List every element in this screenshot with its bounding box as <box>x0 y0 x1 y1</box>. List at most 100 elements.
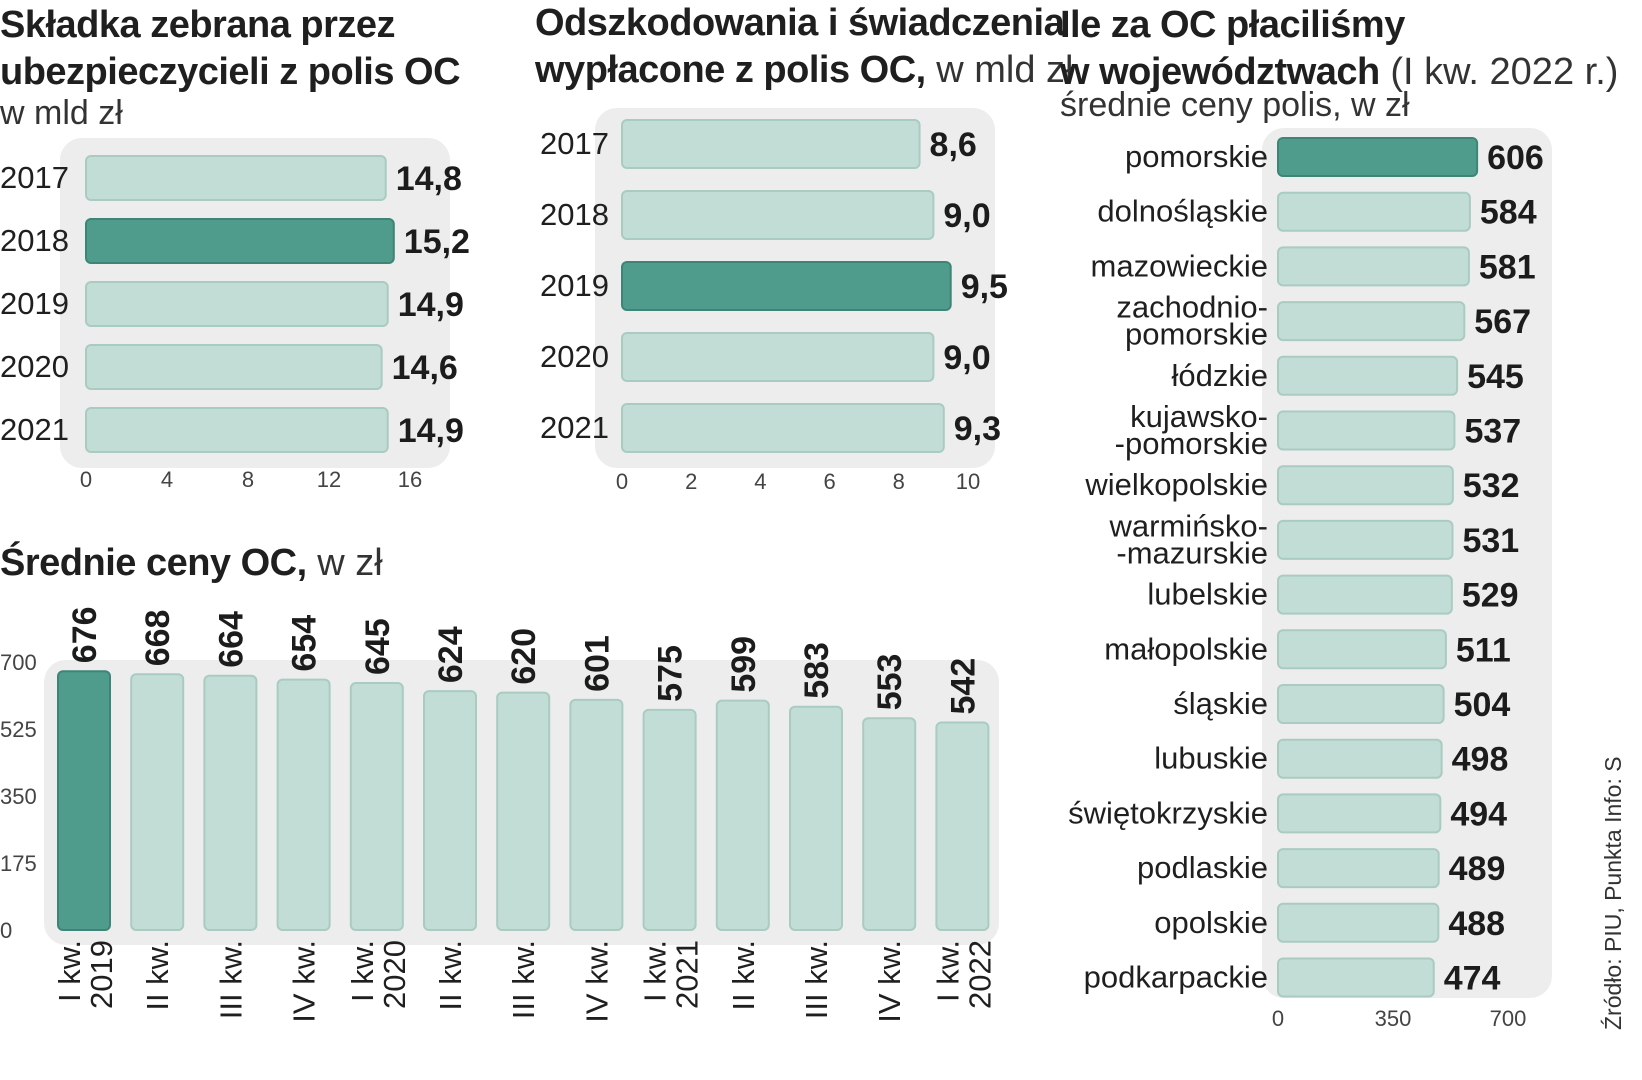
regions-value-label: 529 <box>1462 577 1519 615</box>
claims-tick-label: 0 <box>616 469 628 494</box>
premium-value-label: 15,2 <box>404 223 470 261</box>
avg-price-value-label: 583 <box>798 642 836 699</box>
premium-bar <box>85 155 387 201</box>
regions-category-label: podkarpackie <box>1084 960 1268 995</box>
regions-category-label: śląskie <box>1173 686 1268 721</box>
regions-bar <box>1277 301 1466 342</box>
chart2-title-line1: Odszkodowania i świadczenia <box>535 2 1065 44</box>
claims-value-label: 9,0 <box>943 197 990 235</box>
chart4-title-suffix: (I kw. 2022 r.) <box>1390 51 1619 93</box>
premium-tick-label: 16 <box>398 467 422 492</box>
chart4-title-line1: Ile za OC płaciliśmy <box>1060 4 1405 46</box>
claims-value-label: 9,3 <box>954 410 1001 448</box>
regions-bar <box>1277 410 1456 451</box>
regions-category-label: pomorskie <box>1125 139 1268 174</box>
regions-bar <box>1277 191 1471 232</box>
regions-tick-label: 0 <box>1272 1006 1284 1031</box>
chart1-title-line2: ubezpieczycieli z polis OC <box>0 51 461 93</box>
avg-price-category-label: I kw. <box>345 940 380 1002</box>
regions-category-label: lubuskie <box>1154 741 1268 776</box>
avg-price-value-label: 668 <box>139 610 177 667</box>
chart1-title: Składka zebrana przez ubezpieczycieli z … <box>0 2 461 96</box>
avg-price-bar <box>862 717 917 932</box>
avg-price-bar <box>276 678 331 932</box>
regions-category-label: wielkopolskie <box>1084 467 1268 502</box>
regions-category-label: -mazurskie <box>1116 535 1268 570</box>
regions-value-label: 584 <box>1480 194 1537 232</box>
chart3-subtitle: w zł <box>317 542 383 584</box>
premium-bar <box>85 407 389 453</box>
chart3-title-text: Średnie ceny OC, <box>0 542 307 584</box>
avg-price-value-label: 599 <box>725 636 763 693</box>
claims-bar <box>621 190 935 240</box>
regions-value-label: 581 <box>1479 248 1536 286</box>
avg-price-category-label: IV kw. <box>872 940 907 1023</box>
avg-price-bar <box>789 705 843 932</box>
avg-price-bar <box>423 690 477 932</box>
regions-value-label: 567 <box>1474 303 1531 341</box>
regions-category-label: lubelskie <box>1147 577 1268 612</box>
chart2-title-line2: wypłacone z polis OC, <box>535 49 926 91</box>
premium-value-label: 14,9 <box>398 286 464 324</box>
regions-category-label: pomorskie <box>1125 317 1268 352</box>
regions-bar <box>1277 465 1454 506</box>
avg-price-value-label: 620 <box>505 628 543 685</box>
avg-price-category-label: IV kw. <box>287 940 322 1023</box>
avg-price-value-label: 664 <box>212 611 250 668</box>
avg-price-category-label: I kw. <box>52 940 87 1002</box>
avg-price-category-label: I kw. <box>638 940 673 1002</box>
regions-category-label: zachodnio- <box>1116 290 1268 325</box>
source-note: Źródło: PIU, Punkta Info: S <box>1600 756 1626 1030</box>
avg-price-value-label: 676 <box>66 606 104 663</box>
regions-value-label: 511 <box>1456 631 1511 669</box>
avg-price-value-label: 553 <box>871 654 909 711</box>
avg-price-bar <box>569 698 624 931</box>
avg-price-bar <box>642 708 697 931</box>
regions-panel <box>1262 128 1552 998</box>
regions-bar <box>1277 902 1440 943</box>
avg-price-value-label: 542 <box>944 658 982 715</box>
regions-value-label: 531 <box>1462 522 1519 560</box>
claims-category-label: 2020 <box>540 339 609 374</box>
avg-price-category-label: I kw. <box>930 940 965 1002</box>
regions-value-label: 504 <box>1454 686 1511 724</box>
regions-bar <box>1277 246 1470 287</box>
avg-price-category-label: 2022 <box>962 940 997 1009</box>
premium-category-label: 2018 <box>0 223 69 258</box>
avg-price-bar <box>203 674 258 931</box>
regions-tick-label: 700 <box>1490 1006 1527 1031</box>
claims-bar <box>621 332 935 382</box>
avg-price-tick-label: 175 <box>0 851 37 876</box>
premium-tick-label: 8 <box>242 467 254 492</box>
avg-price-bar <box>715 699 770 931</box>
avg-price-category-label: IV kw. <box>579 940 614 1023</box>
regions-category-label: kujawsko- <box>1130 399 1268 434</box>
chart3-title: Średnie ceny OC, w zł <box>0 540 383 587</box>
premium-category-label: 2021 <box>0 412 69 447</box>
chart1-subtitle: w mld zł <box>0 94 123 132</box>
claims-tick-label: 10 <box>956 469 980 494</box>
avg-price-category-label: II kw. <box>433 940 468 1011</box>
avg-price-value-label: 601 <box>578 635 616 692</box>
claims-tick-label: 8 <box>893 469 905 494</box>
avg-price-category-label: III kw. <box>506 940 541 1019</box>
avg-price-bar <box>935 721 990 932</box>
avg-price-value-label: 624 <box>432 626 470 683</box>
regions-category-label: opolskie <box>1154 905 1268 940</box>
avg-price-category-label: II kw. <box>726 940 761 1011</box>
premium-value-label: 14,9 <box>398 412 464 450</box>
regions-value-label: 474 <box>1444 960 1501 998</box>
premium-category-label: 2017 <box>0 160 69 195</box>
regions-value-label: 545 <box>1467 358 1524 396</box>
chart1-title-line1: Składka zebrana przez <box>0 4 396 46</box>
claims-bar <box>621 403 945 453</box>
avg-price-bar <box>130 673 185 931</box>
regions-tick-label: 350 <box>1375 1006 1412 1031</box>
premium-category-label: 2020 <box>0 349 69 384</box>
claims-tick-label: 2 <box>685 469 697 494</box>
avg-price-value-label: 645 <box>359 618 397 675</box>
regions-bar <box>1277 793 1442 834</box>
chart4-subtitle: średnie ceny polis, w zł <box>1060 86 1410 124</box>
regions-value-label: 494 <box>1450 795 1507 833</box>
regions-bar <box>1277 684 1445 724</box>
